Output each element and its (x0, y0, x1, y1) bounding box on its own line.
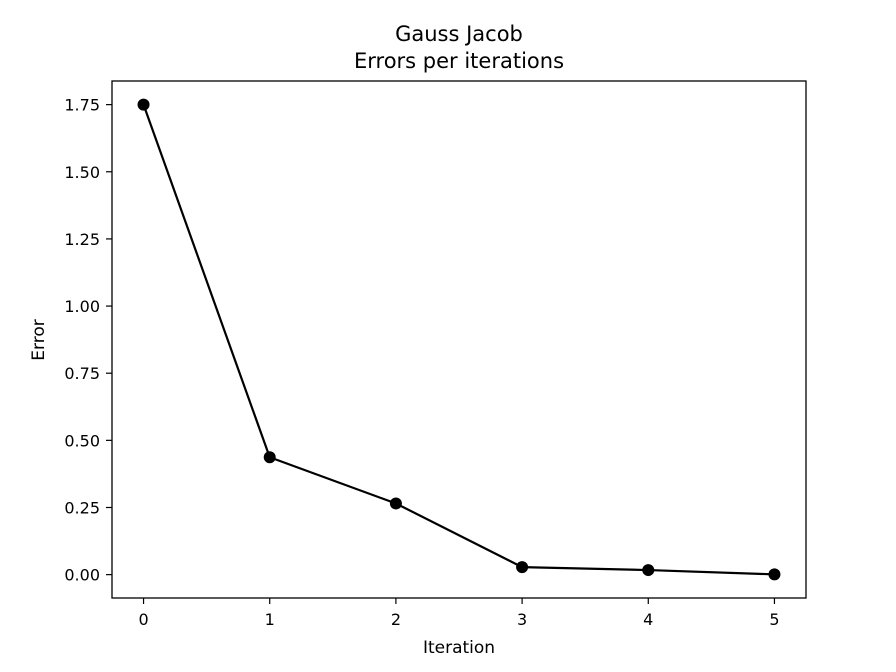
x-axis-label: Iteration (423, 638, 495, 658)
y-tick-label: 1.75 (64, 96, 100, 115)
y-tick-label: 1.25 (64, 230, 100, 249)
chart-subtitle: Errors per iterations (354, 49, 564, 73)
y-tick-label: 0.25 (64, 498, 100, 517)
data-point-marker (137, 98, 150, 111)
chart-title: Gauss Jacob (395, 22, 523, 46)
plot-area-frame (111, 80, 807, 599)
data-point-marker (516, 561, 529, 574)
data-point-marker (389, 497, 402, 510)
series-line (142, 104, 775, 576)
y-tick-label: 1.50 (64, 163, 100, 182)
x-tick-label: 0 (138, 610, 148, 629)
y-tick-label: 0.00 (64, 566, 100, 585)
y-tick-label: 1.00 (64, 297, 100, 316)
x-tick-label: 2 (391, 610, 401, 629)
data-point-marker (768, 568, 781, 581)
x-tick-label: 4 (643, 610, 653, 629)
data-point-marker (263, 451, 276, 464)
x-tick-label: 1 (265, 610, 275, 629)
x-axis-ticks: 0 1 2 3 4 5 (138, 598, 780, 629)
data-point-marker (642, 564, 655, 577)
y-tick-label: 0.75 (64, 364, 100, 383)
x-tick-label: 5 (769, 610, 779, 629)
y-axis-label: Error (29, 319, 49, 360)
y-axis-ticks: 0.00 0.25 0.50 0.75 1.00 1.25 1.50 1.75 (64, 96, 112, 585)
plot-series (137, 98, 781, 581)
y-tick-label: 0.50 (64, 431, 100, 450)
x-tick-label: 3 (517, 610, 527, 629)
